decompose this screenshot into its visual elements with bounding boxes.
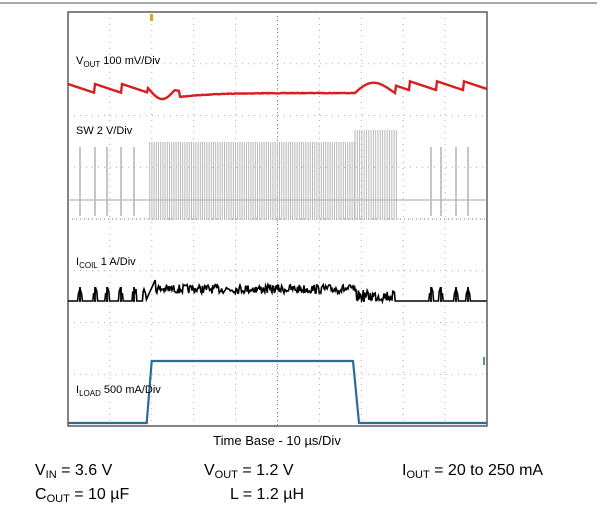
iload-trace xyxy=(68,359,487,425)
trace-labels: VOUT 100 mV/Div SW 2 V/Div ICOIL 1 A/Div IL… xyxy=(76,55,161,398)
inductor-condition: L = 1.2 µH xyxy=(230,486,304,503)
plot-grid xyxy=(68,12,487,426)
waveform-traces xyxy=(67,79,488,425)
icoil-scale-label: ICOIL 1 A/Div xyxy=(76,256,136,270)
trigger-marker xyxy=(150,14,153,21)
sw-scale-label: SW 2 V/Div xyxy=(76,125,133,137)
vout-scale-label: VOUT 100 mV/Div xyxy=(76,55,161,69)
x-axis-label: Time Base - 10 µs/Div xyxy=(213,433,341,448)
icoil-trace xyxy=(68,279,487,305)
iout-condition: IOUT = 20 to 250 mA xyxy=(402,462,544,481)
vout-condition: VOUT = 1.2 V xyxy=(204,462,294,481)
vin-condition: VIN = 3.6 V xyxy=(35,462,113,481)
vout-trace xyxy=(67,79,488,101)
iload-scale-label: ILOAD 500 mA/Div xyxy=(76,384,161,398)
cout-condition: COUT = 10 µF xyxy=(35,486,130,505)
